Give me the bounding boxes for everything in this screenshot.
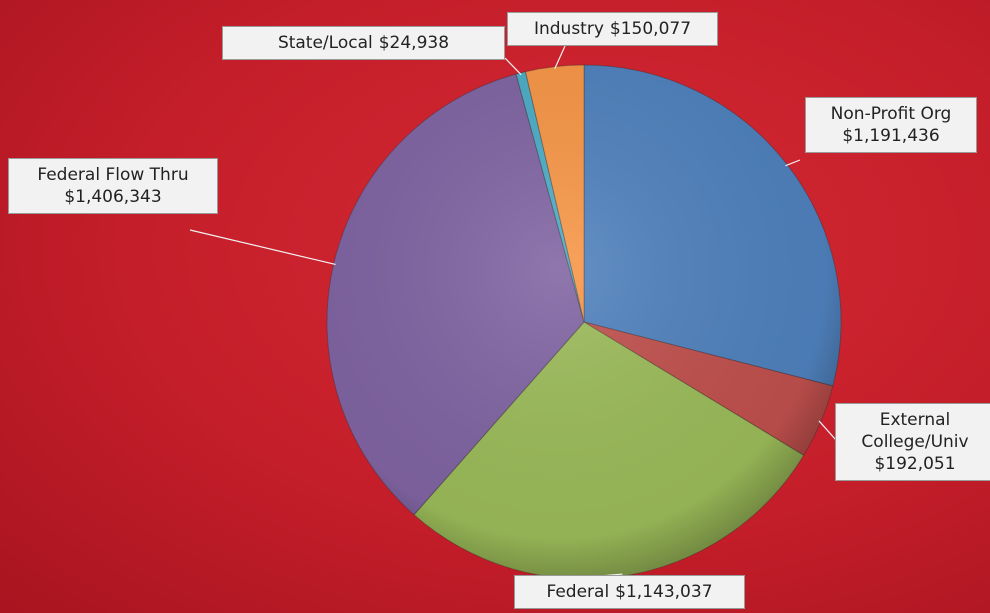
leader-line	[785, 159, 801, 167]
leader-line	[554, 45, 566, 69]
leader-line	[189, 229, 336, 266]
value-label: $1,406,343	[64, 187, 162, 207]
category-label: External College/Univ	[861, 410, 969, 452]
category-label: State/Local	[277, 33, 373, 53]
leader-line	[504, 57, 522, 76]
value-label: $192,051	[874, 454, 956, 474]
category-label: Non-Profit Org	[830, 104, 952, 124]
data-label: Federal Flow Thru $1,406,343	[8, 158, 218, 214]
category-label: Federal Flow Thru	[37, 165, 189, 185]
value-label: $24,938	[378, 33, 450, 53]
leader-line	[818, 420, 837, 441]
category-label: Industry	[533, 19, 604, 39]
value-label: $1,143,037	[615, 582, 713, 602]
category-label: Federal	[546, 582, 610, 602]
value-label: $150,077	[609, 19, 692, 39]
data-label: Industry $150,077	[507, 12, 718, 46]
data-label: Non-Profit Org $1,191,436	[805, 97, 977, 153]
value-label: $1,191,436	[842, 126, 940, 146]
data-label: Federal $1,143,037	[514, 575, 745, 609]
data-label: External College/Univ $192,051	[835, 403, 990, 481]
data-label: State/Local $24,938	[222, 26, 505, 60]
